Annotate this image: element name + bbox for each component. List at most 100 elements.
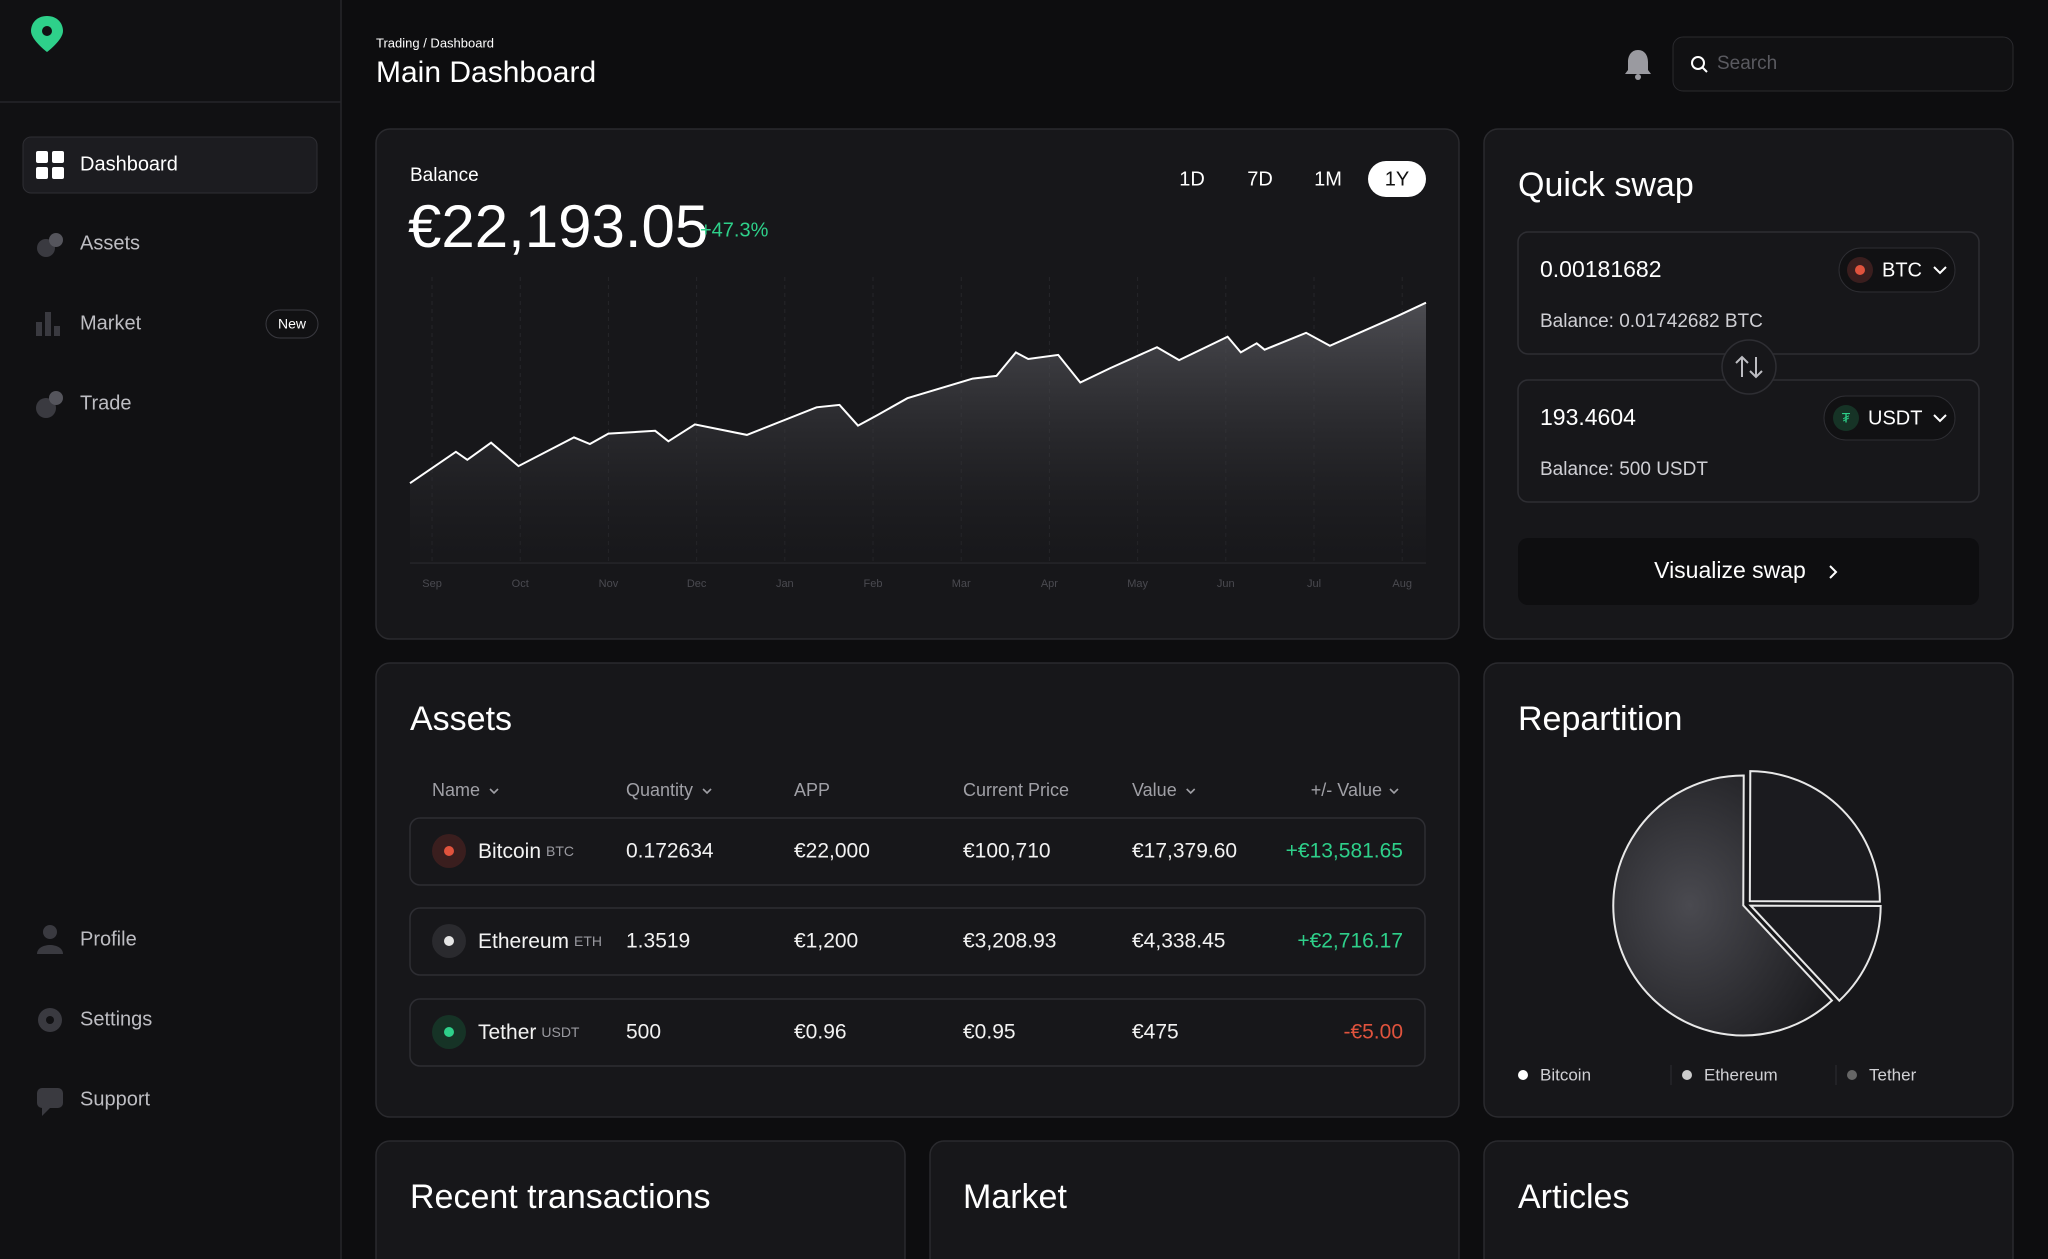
dashboard-icon (36, 151, 64, 179)
asset-label: Tether (478, 1021, 536, 1044)
sort-chevron (1186, 788, 1196, 795)
to-amount[interactable]: 193.4604 (1540, 404, 1636, 430)
swap-arrows (1735, 355, 1763, 379)
from-currency[interactable]: BTC (1882, 259, 1922, 281)
asset-label: Bitcoin (478, 840, 541, 863)
logo[interactable] (31, 16, 63, 52)
x-tick-label: Apr (1041, 578, 1058, 590)
legend-swatch (1847, 1070, 1857, 1080)
x-tick-label: Dec (687, 578, 707, 590)
badge-text: New (278, 316, 307, 332)
from-amount[interactable]: 0.00181682 (1540, 256, 1662, 282)
table-cell: €22,000 (794, 840, 870, 863)
period-button[interactable]: 1Y (1385, 168, 1409, 190)
sort-chevron (489, 788, 499, 795)
visualize-button[interactable] (1518, 538, 1979, 605)
currency-select[interactable] (1823, 395, 1956, 441)
asset-row[interactable] (409, 817, 1426, 886)
badge (265, 309, 319, 339)
coin-icon-dot (444, 846, 454, 856)
settings-icon (38, 1008, 62, 1032)
sort-chevron (702, 788, 712, 795)
table-cell: €17,379.60 (1132, 840, 1237, 863)
column-header[interactable]: Current Price (963, 780, 1069, 800)
assets-icon (37, 233, 63, 257)
search-icon (1691, 56, 1708, 73)
asset-row[interactable] (409, 998, 1426, 1067)
x-tick-label: May (1127, 578, 1148, 590)
chevron (1933, 266, 1947, 275)
period-button[interactable]: 7D (1247, 168, 1273, 190)
nav-item[interactable]: Trade (80, 392, 132, 414)
nav-item[interactable]: Market (80, 312, 142, 334)
x-tick-label: Nov (599, 578, 619, 590)
nav-item[interactable]: Assets (80, 232, 140, 254)
chevron (1933, 414, 1947, 423)
asset-ticker: BTC (546, 843, 574, 859)
asset-ticker: USDT (541, 1024, 580, 1040)
repartition-card (1483, 662, 2014, 1118)
asset-name: Bitcoin BTC (478, 840, 574, 863)
column-header[interactable]: Name (432, 780, 480, 800)
balance-change: +47.3% (700, 219, 769, 241)
btc-icon-dot (1855, 265, 1865, 275)
search-box[interactable] (1672, 36, 2014, 92)
area (410, 302, 1426, 563)
button-text[interactable]: Visualize swap (1654, 557, 1806, 583)
x-tick-label: Feb (864, 578, 883, 590)
legend-label: Tether (1869, 1065, 1917, 1084)
x-tick-label: Aug (1392, 578, 1412, 590)
legend-label: Bitcoin (1540, 1065, 1591, 1084)
x-tick-label: Jul (1307, 578, 1321, 590)
table-cell: €4,338.45 (1132, 930, 1225, 953)
section-title: Articles (1518, 1178, 1629, 1216)
assets-table: Name Quantity APP Current Price Value +/- Val… (409, 780, 1426, 1067)
column-header[interactable]: Quantity (626, 780, 693, 800)
usdt-glyph: ₮ (1842, 410, 1851, 426)
period-active[interactable] (1368, 161, 1426, 197)
x-tick-label: Mar (952, 578, 971, 590)
table-cell: €1,200 (794, 930, 858, 953)
from-balance: Balance: 0.01742682 BTC (1540, 311, 1763, 332)
to-currency[interactable]: USDT (1868, 407, 1922, 429)
asset-row[interactable] (409, 907, 1426, 976)
asset-label: Ethereum (478, 930, 569, 953)
nav-item[interactable]: Support (80, 1088, 150, 1110)
column-header[interactable]: Value (1132, 780, 1177, 800)
sidebar (0, 0, 341, 1259)
asset-name: Tether USDT (478, 1021, 580, 1044)
page-title: Main Dashboard (376, 56, 596, 89)
period-selector: 1D 7D 1M 1Y (1179, 161, 1426, 197)
bell-icon[interactable] (1625, 50, 1651, 80)
legend-swatch (1518, 1070, 1528, 1080)
value-change: -€5.00 (1343, 1021, 1403, 1044)
nav-item[interactable]: Profile (80, 928, 137, 950)
to-balance: Balance: 500 USDT (1540, 459, 1708, 480)
period-button[interactable]: 1D (1179, 168, 1205, 190)
coin-icon-dot (444, 1027, 454, 1037)
nav-item[interactable]: Settings (80, 1008, 152, 1030)
swap-toggle[interactable] (1721, 339, 1777, 395)
nav-item[interactable]: Dashboard (80, 153, 178, 175)
value-change: +€13,581.65 (1286, 840, 1403, 863)
column-header[interactable]: +/- Value (1311, 780, 1382, 800)
swap-title: Quick swap (1518, 166, 1694, 204)
column-header[interactable]: APP (794, 780, 830, 800)
table-cell: €0.96 (794, 1021, 847, 1044)
x-tick-label: Oct (512, 578, 529, 590)
table-cell: 1.3519 (626, 930, 690, 953)
x-tick-label: Jun (1217, 578, 1235, 590)
table-cell: €0.95 (963, 1021, 1016, 1044)
sort-chevron (1389, 788, 1399, 795)
legend-swatch (1682, 1070, 1692, 1080)
table-cell: €475 (1132, 1021, 1179, 1044)
currency-select[interactable] (1838, 247, 1956, 293)
value-change: +€2,716.17 (1297, 930, 1403, 953)
articles-card (1483, 1140, 2014, 1259)
nav-active[interactable] (22, 136, 318, 194)
table-cell: 0.172634 (626, 840, 714, 863)
trade-icon (36, 391, 63, 418)
period-button[interactable]: 1M (1314, 168, 1342, 190)
breadcrumb: Trading / Dashboard (376, 35, 494, 50)
